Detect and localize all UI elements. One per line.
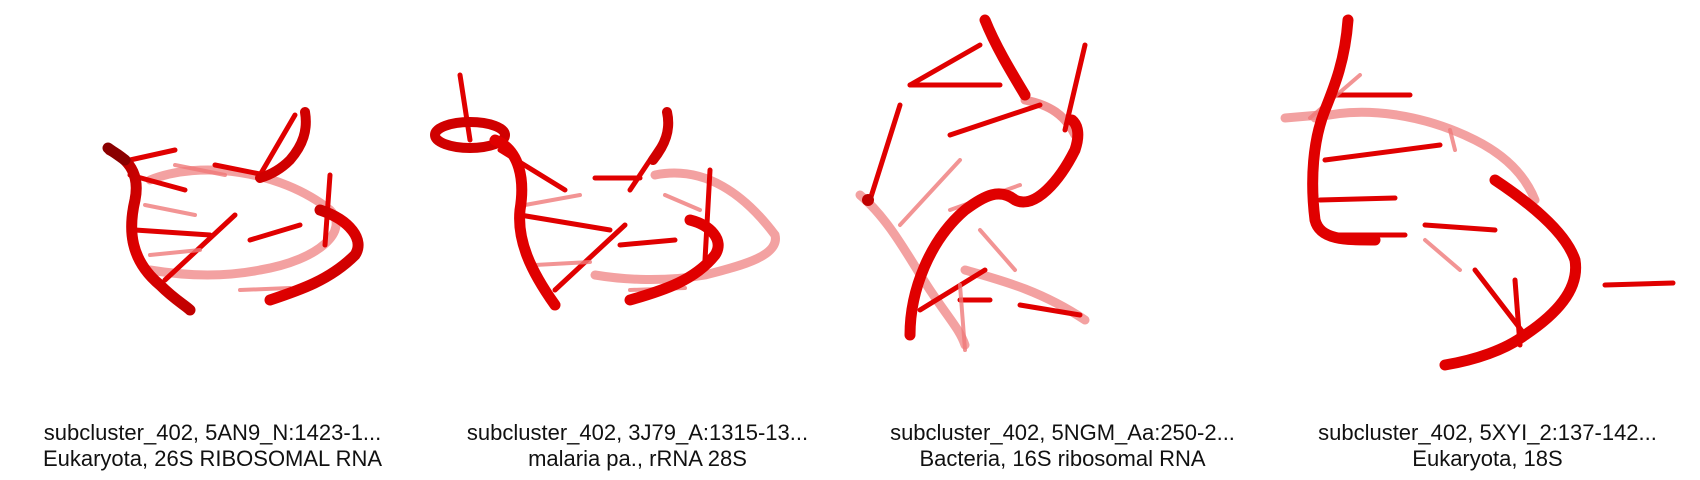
structure-panel-2: subcluster_402, 3J79_A:1315-13... malari…: [425, 0, 850, 480]
caption-title: subcluster_402, 3J79_A:1315-13...: [466, 420, 809, 445]
structure-panel-4: subcluster_402, 5XYI_2:137-142... Eukary…: [1275, 0, 1700, 480]
caption-title: subcluster_402, 5NGM_Aa:250-2...: [890, 420, 1235, 445]
caption-2: subcluster_402, 3J79_A:1315-13... malari…: [425, 420, 850, 472]
caption-title: subcluster_402, 5XYI_2:137-142...: [1318, 420, 1657, 445]
rna-structure-render-3: [855, 14, 1090, 352]
rna-structure-render-1: [102, 107, 364, 316]
rna-structure-render-4: [1280, 14, 1676, 371]
caption-subtitle: Eukaryota, 18S: [1412, 446, 1563, 471]
caption-1: subcluster_402, 5AN9_N:1423-1... Eukaryo…: [0, 420, 425, 472]
caption-title: subcluster_402, 5AN9_N:1423-1...: [43, 420, 382, 445]
structure-panel-3: subcluster_402, 5NGM_Aa:250-2... Bacteri…: [850, 0, 1275, 480]
rna-structure-render-2: [430, 72, 780, 311]
structure-panel-1: subcluster_402, 5AN9_N:1423-1... Eukaryo…: [0, 0, 425, 480]
caption-3: subcluster_402, 5NGM_Aa:250-2... Bacteri…: [850, 420, 1275, 472]
caption-4: subcluster_402, 5XYI_2:137-142... Eukary…: [1275, 420, 1700, 472]
caption-subtitle: Eukaryota, 26S RIBOSOMAL RNA: [42, 446, 383, 471]
caption-subtitle: malaria pa., rRNA 28S: [528, 446, 747, 471]
caption-subtitle: Bacteria, 16S ribosomal RNA: [919, 446, 1206, 471]
